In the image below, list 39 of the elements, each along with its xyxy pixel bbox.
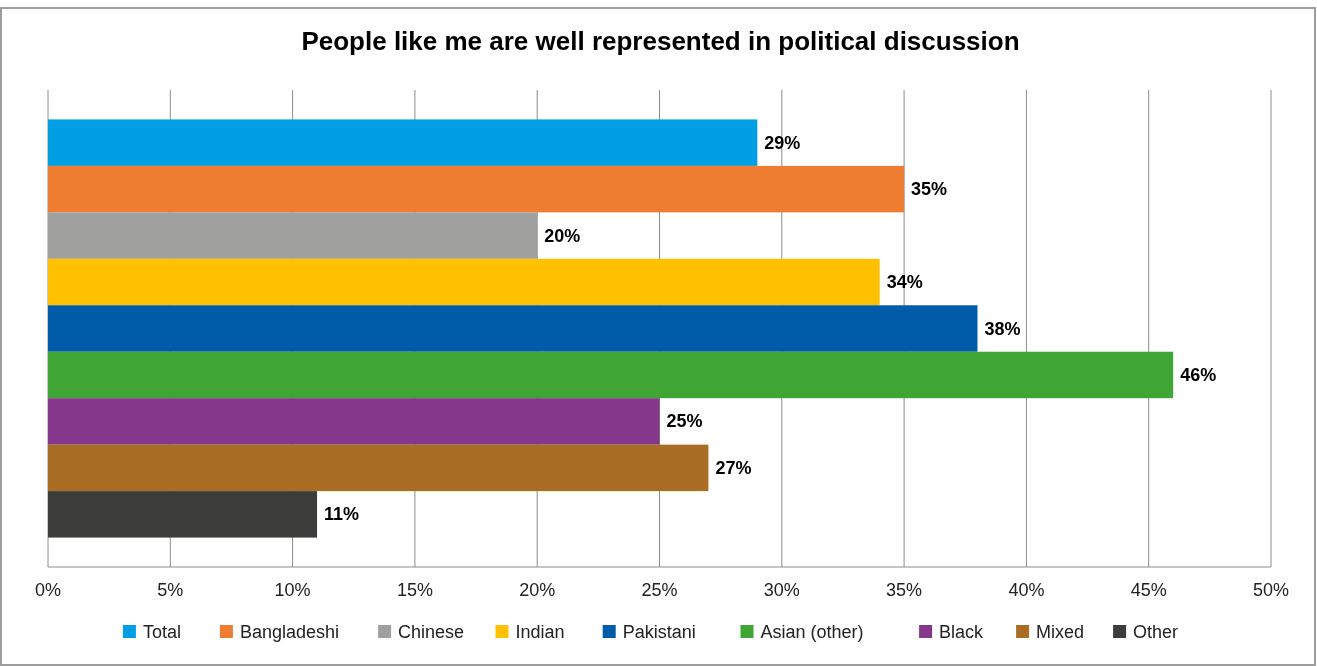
data-label: 27% (715, 457, 752, 478)
legend-label: Pakistani (622, 622, 696, 642)
bar (48, 119, 758, 166)
data-label: 20% (544, 225, 581, 246)
x-tick-label: 25% (641, 580, 678, 600)
data-label: 25% (666, 411, 703, 432)
bar (48, 258, 880, 306)
x-tick-label: 35% (886, 580, 923, 600)
x-tick-label: 20% (519, 580, 556, 600)
x-tick-label: 10% (274, 580, 311, 600)
x-tick-label: 50% (1252, 580, 1290, 600)
bar (48, 305, 978, 352)
x-tick-label: 15% (396, 580, 433, 600)
x-tick-label: 45% (1130, 580, 1167, 600)
legend-label: Chinese (398, 622, 465, 642)
bar (48, 351, 1174, 399)
x-tick-label: 40% (1008, 580, 1045, 600)
legend-label: Other (1133, 622, 1179, 642)
data-label: 46% (1180, 364, 1217, 385)
data-label: 38% (984, 318, 1021, 339)
bar (48, 491, 318, 538)
data-label: 35% (911, 179, 948, 200)
x-tick-label: 0% (34, 580, 62, 600)
legend-label: Mixed (1036, 622, 1085, 642)
legend-label: Black (939, 622, 985, 642)
legend-label: Total (142, 622, 181, 642)
bar (48, 212, 538, 259)
legend-label: Asian (other) (760, 622, 864, 642)
x-tick-label: 5% (157, 580, 184, 600)
bar (48, 165, 905, 213)
bar (48, 444, 709, 492)
legend-label: Bangladeshi (239, 622, 339, 642)
data-label: 29% (764, 132, 801, 153)
data-label: 11% (324, 504, 360, 525)
x-tick-label: 30% (763, 580, 800, 600)
data-label: 34% (886, 272, 923, 293)
legend-label: Indian (515, 622, 565, 642)
bar (48, 398, 660, 445)
chart-title: People like me are well represented in political discussion (301, 26, 1020, 56)
